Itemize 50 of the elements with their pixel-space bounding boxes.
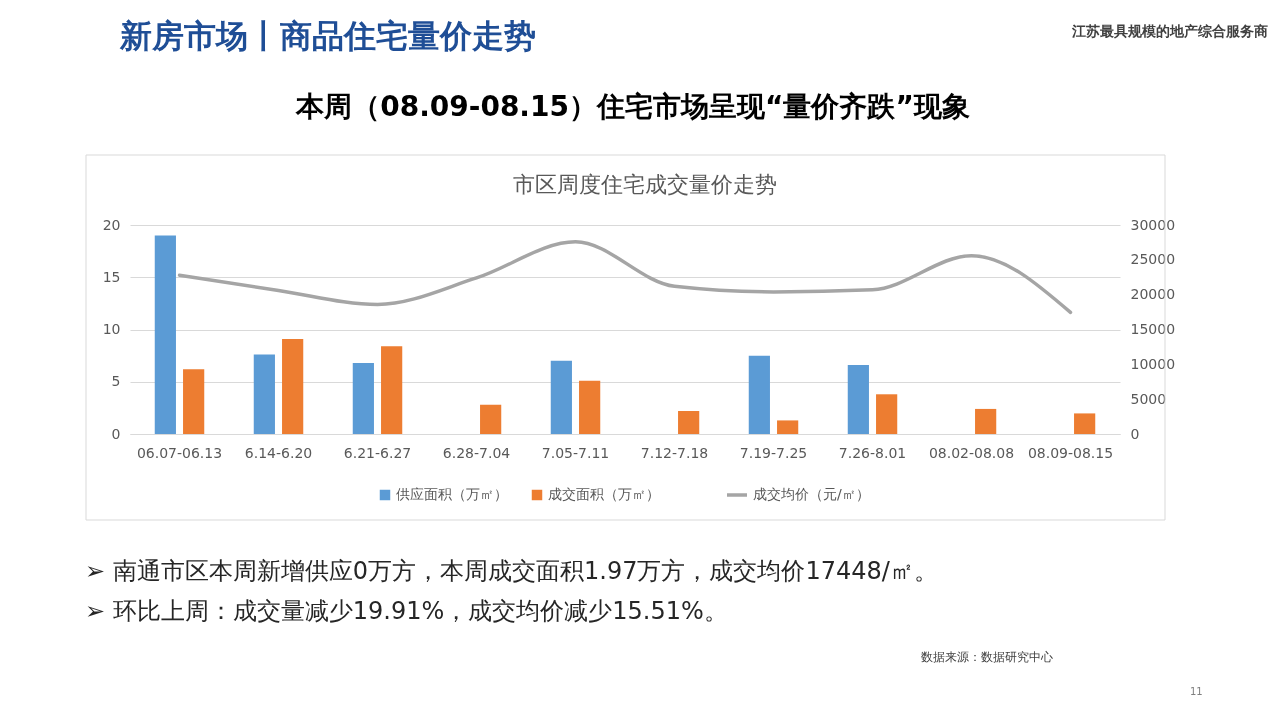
- bar: [579, 380, 601, 434]
- y2-tick-label: 0: [1130, 425, 1140, 442]
- y2-tick-label: 20000: [1130, 286, 1176, 303]
- y-tick-label: 20: [102, 216, 121, 233]
- x-tick-label: 7.05-7.11: [541, 444, 610, 461]
- legend-label: 成交均价（元/㎡）: [753, 486, 870, 502]
- x-tick-label: 08.09-08.15: [1027, 444, 1114, 461]
- x-tick-label: 6.28-7.04: [442, 444, 511, 461]
- bar: [352, 362, 374, 434]
- y2-tick-label: 5000: [1130, 390, 1167, 407]
- bar: [876, 394, 898, 434]
- bar: [975, 408, 997, 434]
- legend-label: 成交面积（万㎡）: [548, 486, 660, 502]
- y-tick-label: 5: [111, 373, 121, 390]
- text: ➢ 环比上周：成交量减少19.91%，成交均价减少15.51%。: [85, 597, 728, 625]
- text: 新房市场丨商品住宅量价走势: [119, 17, 536, 55]
- bar: [253, 354, 275, 434]
- text: ➢ 南通市区本周新增供应0万方，本周成交面积1.97万方，成交均价17448/㎡。: [85, 557, 938, 585]
- x-tick-label: 6.14-6.20: [244, 444, 313, 461]
- text: 本周（08.09-08.15）住宅市场呈现“量价齐跌”现象: [295, 90, 970, 123]
- source-note: 数据来源：数据研究中心: [921, 650, 1053, 664]
- bar: [183, 369, 205, 434]
- x-tick-label: 7.19-7.25: [739, 444, 808, 461]
- bar: [381, 346, 403, 434]
- bar: [748, 355, 770, 434]
- text: 11: [1190, 686, 1203, 697]
- y2-tick-label: 30000: [1130, 216, 1176, 233]
- line-series: [177, 239, 1073, 315]
- bar: [282, 338, 304, 434]
- y2-tick-label: 10000: [1130, 355, 1176, 372]
- y-tick-label: 0: [111, 425, 121, 442]
- bar: [550, 360, 572, 434]
- x-tick-label: 7.12-7.18: [640, 444, 709, 461]
- y-tick-label: 10: [102, 321, 121, 337]
- chart-title: 市区周度住宅成交量价走势: [513, 172, 777, 197]
- bar: [1074, 413, 1096, 434]
- text: 江苏最具规模的地产综合服务商: [1071, 23, 1268, 39]
- bar: [847, 365, 869, 434]
- x-tick-label: 6.21-6.27: [343, 444, 412, 461]
- bar: [777, 420, 799, 434]
- y-tick-label: 15: [102, 268, 121, 285]
- y2-tick-label: 25000: [1130, 251, 1176, 268]
- bar: [678, 411, 700, 434]
- bar: [480, 404, 502, 434]
- y2-tick-label: 15000: [1130, 321, 1176, 337]
- x-tick-label: 7.26-8.01: [838, 444, 907, 461]
- x-tick-label: 06.07-06.13: [136, 444, 223, 461]
- x-tick-label: 08.02-08.08: [928, 444, 1015, 461]
- legend-label: 供应面积（万㎡）: [396, 486, 508, 502]
- bar: [154, 235, 176, 434]
